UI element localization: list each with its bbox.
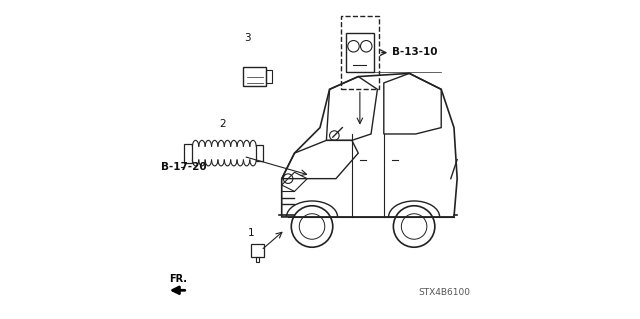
Text: B-17-20: B-17-20 [161,162,207,172]
Text: STX4B6100: STX4B6100 [418,288,470,297]
Text: 2: 2 [220,119,226,129]
Text: 3: 3 [244,33,252,43]
Text: B-13-10: B-13-10 [392,47,437,57]
Text: 1: 1 [248,228,255,238]
Text: FR.: FR. [169,274,187,284]
